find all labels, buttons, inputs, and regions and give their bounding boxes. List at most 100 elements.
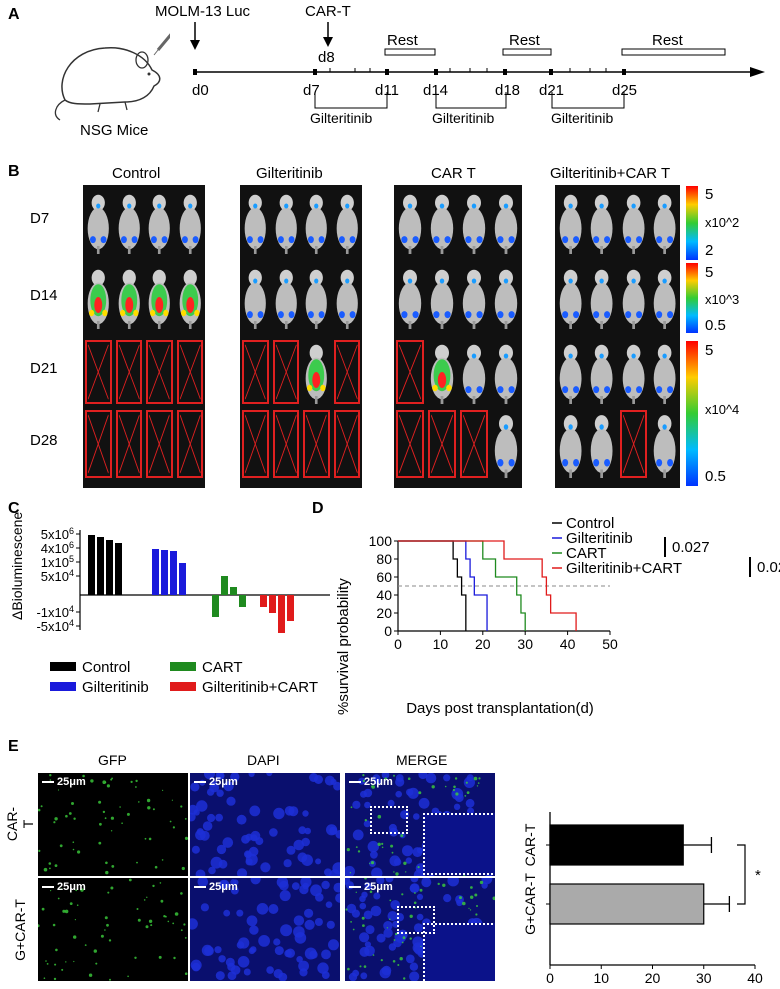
- day-d0: d0: [192, 82, 209, 99]
- mouse-image: [492, 410, 520, 478]
- mouse-image: [460, 265, 488, 329]
- day-label-d28: D28: [30, 432, 58, 449]
- day-d21: d21: [539, 82, 565, 99]
- mouse-image: [588, 340, 615, 404]
- mouse-silhouette-icon: [244, 194, 266, 254]
- c-bar: [115, 543, 122, 595]
- mouse-silhouette-icon: [275, 194, 297, 254]
- scalebar-icon: [194, 781, 206, 784]
- c-ytick-label: -1x104: [36, 604, 74, 620]
- mouse-image: [303, 340, 330, 404]
- c-ytick-label: 4x106: [41, 540, 74, 556]
- mouse-image: [557, 190, 584, 254]
- mouse-silhouette-icon: [87, 194, 109, 254]
- mouse-image: [651, 265, 678, 329]
- mouse-silhouette-icon: [494, 415, 518, 478]
- d-pvalue-1: 0.027: [672, 539, 710, 556]
- cart-injection-label: CAR-T: [305, 3, 351, 20]
- cross-icon: [244, 344, 266, 400]
- day-d11: d11: [375, 82, 399, 99]
- dead-mouse-marker: [272, 410, 299, 478]
- c-bar: [97, 537, 104, 595]
- d-xlabel: Days post transplantation(d): [406, 700, 594, 717]
- molm-label: MOLM-13 Luc: [155, 3, 251, 20]
- scale2-exp: x10^3: [705, 292, 740, 307]
- dead-mouse-marker: [85, 410, 112, 478]
- mouse-silhouette-icon: [430, 344, 454, 404]
- panel-label-c: C: [8, 500, 20, 517]
- cross-icon: [275, 344, 297, 400]
- scale2-min: 0.5: [705, 317, 726, 334]
- c-legend-label: Control: [82, 659, 130, 676]
- roi-box: [370, 806, 408, 834]
- dead-mouse-marker: [242, 340, 269, 404]
- c-bar: [88, 535, 95, 595]
- mouse-image: [620, 190, 647, 254]
- d-ylabel: %survival probability: [335, 578, 352, 715]
- mouse-image: [177, 265, 204, 329]
- roi-box: [397, 906, 435, 934]
- cross-icon: [179, 414, 201, 474]
- d-xtick-label: 10: [433, 636, 449, 652]
- mouse-silhouette-icon: [622, 269, 645, 329]
- dead-mouse-marker: [115, 340, 142, 404]
- c-legend-swatch: [170, 662, 196, 671]
- mouse-image: [334, 265, 361, 329]
- mouse-silhouette-icon: [653, 194, 676, 254]
- day-label-d21: D21: [30, 360, 58, 377]
- mouse-image: [460, 340, 488, 404]
- mouse-image: [116, 190, 143, 254]
- d-curve: [398, 540, 488, 631]
- mouse-silhouette-icon: [494, 344, 518, 404]
- e-sig-bracket: [737, 844, 746, 905]
- dead-mouse-marker: [428, 410, 456, 478]
- scalebar-text: 25μm: [57, 776, 86, 788]
- mouse-silhouette-icon: [653, 415, 676, 478]
- micro-col-dapi: DAPI: [247, 752, 280, 768]
- e-bar: [549, 824, 684, 866]
- cross-icon: [275, 414, 297, 474]
- panel-label-b: B: [8, 163, 20, 180]
- mouse-image: [428, 265, 456, 329]
- mouse-image: [146, 190, 173, 254]
- mouse-silhouette-icon: [398, 269, 422, 329]
- mouse-silhouette-icon: [653, 269, 676, 329]
- dead-mouse-marker: [115, 410, 142, 478]
- scalebar-text: 25μm: [209, 881, 238, 893]
- cells-texture-icon: [38, 878, 188, 981]
- mouse-silhouette-icon: [559, 344, 582, 404]
- mouse-silhouette-icon: [275, 269, 297, 329]
- panel-label-d: D: [312, 500, 324, 517]
- mouse-drawing: [54, 33, 170, 121]
- micrograph-merge: 25μm: [345, 773, 495, 876]
- micrograph-dapi: 25μm: [190, 773, 340, 876]
- mouse-image: [492, 340, 520, 404]
- c-ytick-label: 1x105: [41, 554, 74, 570]
- dead-mouse-marker: [396, 340, 424, 404]
- dead-mouse-marker: [176, 410, 203, 478]
- day-d18: d18: [495, 82, 521, 99]
- colorbar-d21-d28: [686, 341, 698, 486]
- rest-label-2: Rest: [509, 32, 540, 49]
- scalebar-text: 25μm: [364, 881, 393, 893]
- scale3-exp: x10^4: [705, 402, 740, 417]
- mouse-image: [460, 190, 488, 254]
- scalebar-label: 25μm: [349, 776, 393, 788]
- day-d25: d25: [612, 82, 638, 99]
- mouse-image: [303, 190, 330, 254]
- e-category-label: CAR-T: [522, 823, 538, 866]
- mouse-silhouette-icon: [398, 194, 422, 254]
- micro-col-gfp: GFP: [98, 752, 127, 768]
- day-d7: d7: [303, 82, 320, 99]
- d-ytick-label: 80: [376, 551, 392, 567]
- mouse-label: NSG Mice: [80, 122, 149, 139]
- gilteritinib-label-1: Gilteritinib: [310, 110, 373, 126]
- mouse-image: [620, 265, 647, 329]
- dead-mouse-marker: [333, 340, 360, 404]
- e-category-label: G+CAR-T: [522, 873, 538, 935]
- micrograph-dapi: 25μm: [190, 878, 340, 981]
- gilteritinib-label-2: Gilteritinib: [432, 110, 495, 126]
- c-ytick-label: 5x104: [41, 568, 74, 584]
- mouse-image: [557, 340, 584, 404]
